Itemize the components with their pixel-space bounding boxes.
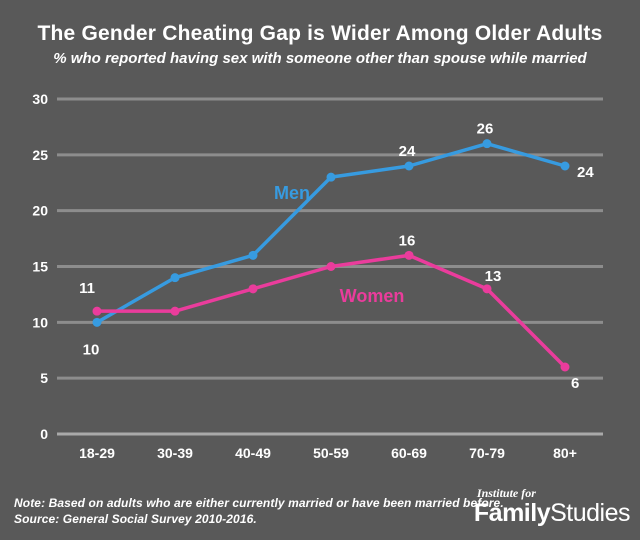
women-data-point [170,306,180,316]
logo-word-family: Family [473,499,551,527]
men-data-label: 24 [577,164,594,181]
y-axis-tick-label: 30 [32,91,48,107]
x-axis-tick-label: 30-39 [157,445,193,461]
women-data-label: 13 [485,268,502,285]
women-data-label: 11 [79,280,95,297]
y-axis-tick-label: 5 [40,370,48,386]
y-axis-tick-label: 0 [40,426,48,442]
chart-subtitle: % who reported having sex with someone o… [53,50,587,67]
logo-institute-for: Institute for [476,486,536,500]
x-axis-tick-label: 70-79 [469,445,505,461]
logo-word-studies: Studies [550,499,630,527]
women-data-label: 6 [571,375,579,392]
x-axis-tick-label: 50-59 [313,445,349,461]
x-axis-tick-label: 60-69 [391,445,427,461]
ifs-logo: Institute for FamilyStudies [473,486,631,527]
y-axis-tick-label: 20 [32,203,48,219]
y-axis-tick-label: 25 [32,147,48,163]
women-data-point [404,250,414,260]
women-data-point [92,306,102,316]
series-label-women: Women [340,286,405,306]
line-chart: 0 5 10 15 20 25 30 18-29 30-39 40-49 50-59 60-69 70-… [32,91,603,461]
women-data-point [482,284,492,294]
men-data-label: 24 [399,143,416,160]
men-data-point [170,273,180,283]
footnote-note: Note: Based on adults who are either cur… [14,496,504,510]
men-data-label: 10 [83,341,100,358]
women-data-point [560,362,570,372]
men-data-point [404,161,414,171]
men-data-point [326,172,336,182]
men-data-point [560,161,570,171]
logo-family-studies: FamilyStudies [473,499,631,527]
women-data-label: 16 [399,232,416,249]
x-axis-tick-label: 18-29 [79,445,115,461]
x-axis-tick-label: 40-49 [235,445,271,461]
y-axis-tick-label: 15 [32,258,48,274]
women-data-point [248,284,258,294]
women-data-point [326,261,336,271]
series-label-men: Men [274,183,310,203]
y-axis-tick-label: 10 [32,314,48,330]
x-axis-tick-label: 80+ [553,445,577,461]
men-data-label: 26 [477,121,494,138]
men-data-point [92,317,102,327]
chart-title: The Gender Cheating Gap is Wider Among O… [37,22,603,45]
men-data-point [482,139,492,149]
men-data-point [248,250,258,260]
footnote-source: Source: General Social Survey 2010-2016. [14,512,257,526]
